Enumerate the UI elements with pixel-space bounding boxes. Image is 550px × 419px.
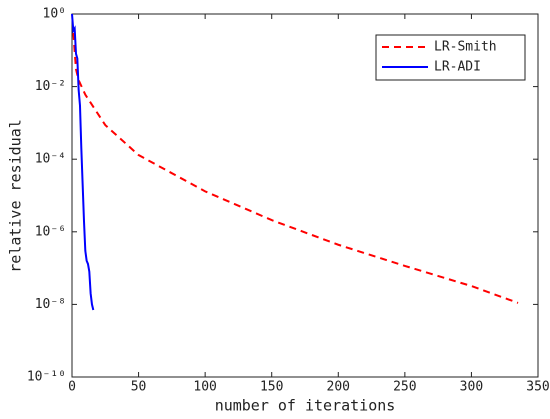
x-tick-label: 50 <box>131 380 147 395</box>
x-axis-label: number of iterations <box>215 397 396 415</box>
series-line <box>72 32 519 304</box>
x-tick-label: 250 <box>393 380 416 395</box>
y-axis-label: relative residual <box>7 119 25 273</box>
x-tick-label: 300 <box>460 380 483 395</box>
legend-label: LR-Smith <box>434 40 497 55</box>
y-tick-label: 10⁻¹⁰ <box>27 370 66 385</box>
x-tick-label: 200 <box>327 380 350 395</box>
legend <box>375 34 526 81</box>
x-tick-label: 100 <box>193 380 216 395</box>
y-tick-label: 10⁻² <box>35 79 66 94</box>
y-tick-label: 10⁰ <box>43 7 66 22</box>
legend-label: LR-ADI <box>434 60 481 75</box>
series-line <box>71 13 95 311</box>
x-tick-label: 0 <box>68 380 76 395</box>
x-tick-label: 150 <box>260 380 283 395</box>
y-tick-label: 10⁻⁶ <box>35 224 66 239</box>
x-tick-label: 350 <box>526 380 549 395</box>
y-tick-label: 10⁻⁴ <box>35 152 66 167</box>
y-tick-label: 10⁻⁸ <box>35 297 66 312</box>
